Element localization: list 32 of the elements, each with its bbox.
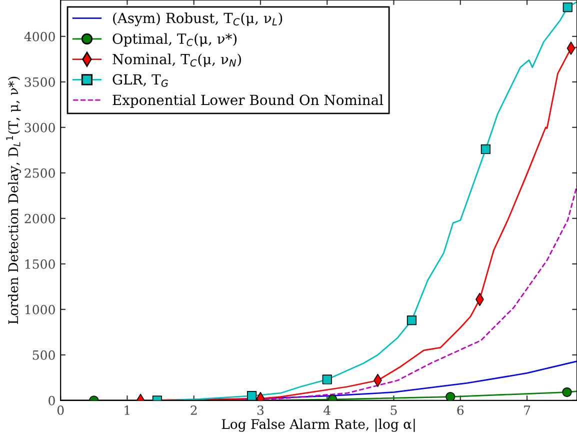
- y-tick-label: 3500: [24, 77, 55, 87]
- legend-label: Exponential Lower Bound On Nominal: [112, 94, 384, 108]
- x-tick-label: 2: [190, 405, 197, 415]
- y-tick-label: 2500: [24, 168, 55, 178]
- point: [562, 2, 572, 12]
- y-tick-label: 4000: [24, 32, 55, 42]
- x-tick-label: 1: [124, 405, 130, 415]
- point: [480, 144, 491, 154]
- x-tick-label: 0: [57, 405, 64, 415]
- x-axis-title: Log False Alarm Rate, |log α|: [222, 418, 415, 432]
- x-tick-label: 4: [324, 405, 330, 415]
- x-tick-label: 7: [524, 406, 530, 415]
- y-tick-label: 2000: [24, 214, 55, 224]
- point: [247, 391, 257, 400]
- line-series: [226, 184, 577, 400]
- x-tick-label: 5: [390, 406, 397, 415]
- x-tick-label: 6: [457, 405, 464, 415]
- legend-label: Optimal, T$_{C}$(μ, ν*): [112, 33, 237, 47]
- point: [406, 316, 417, 326]
- x-tick-label: 3: [257, 405, 264, 415]
- y-tick-label: 1000: [25, 304, 55, 314]
- y-tick-label: 3000: [24, 122, 55, 132]
- y-tick-label: 1500: [25, 259, 55, 269]
- point: [446, 392, 456, 400]
- legend-label: Nominal, T$_{C}$(μ, ν$_{N}$): [112, 54, 241, 68]
- point: [562, 387, 572, 398]
- legend-label: GLR, T$_{G}$: [112, 74, 168, 87]
- y-tick-label: 500: [32, 350, 55, 360]
- point: [322, 374, 332, 384]
- y-axis-title: Lorden Detection Delay, D$_{L}$$^{1}$(T, μ, ν*): [6, 76, 21, 324]
- y-tick-label: 0: [48, 396, 55, 406]
- legend-label: (Asym) Robust, T$_{C}$(μ, ν$_{L}$): [113, 12, 282, 26]
